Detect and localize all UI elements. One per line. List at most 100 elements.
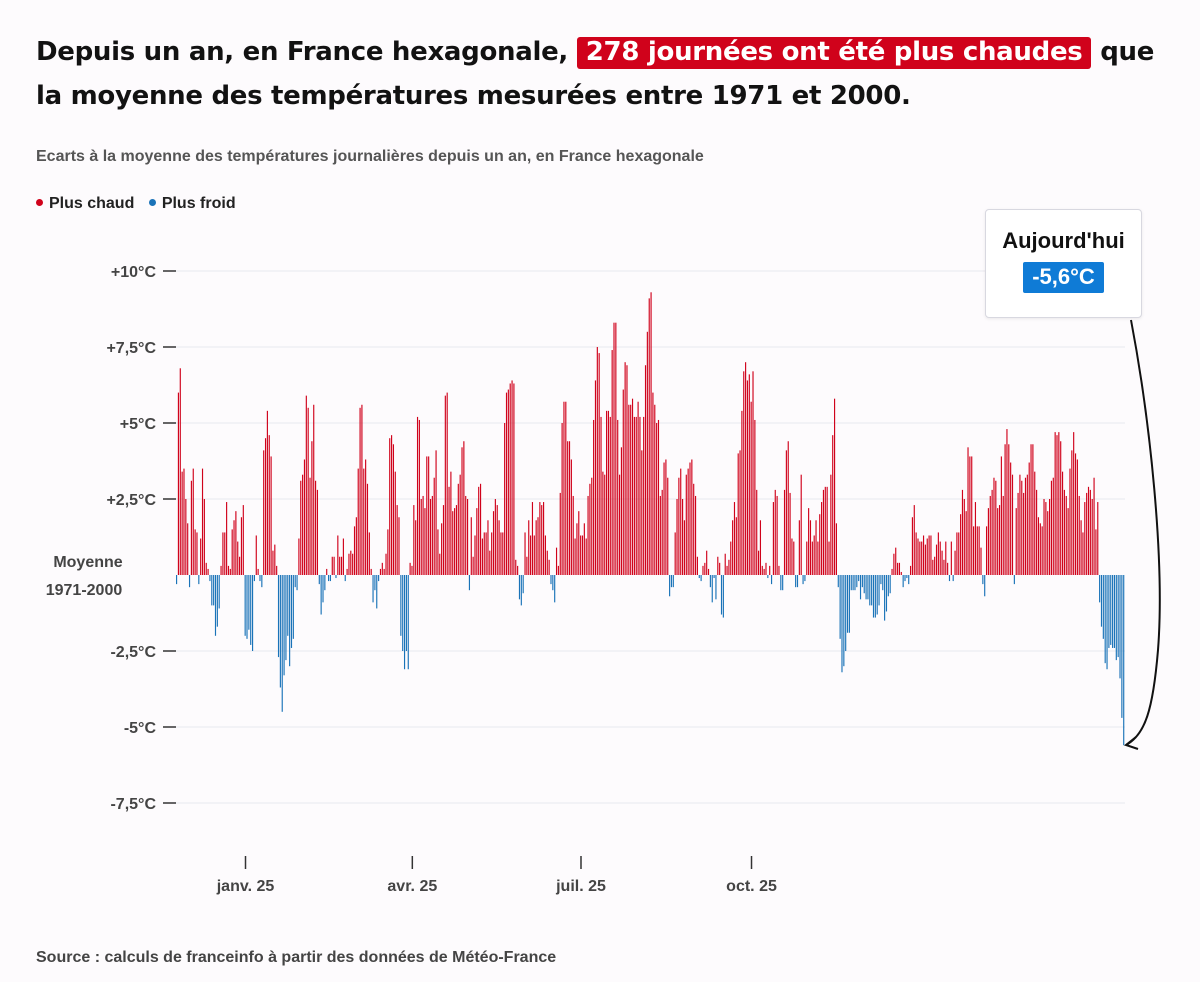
bar [389,438,391,575]
bar [196,532,198,575]
baseline-label: Moyenne 1971-2000 [46,554,123,599]
bar [750,401,752,575]
bar [346,568,348,575]
bar [960,514,962,575]
bar [237,541,239,575]
bar [1032,444,1034,575]
bar [822,489,825,575]
bar [674,532,676,575]
bar [391,435,393,575]
bar [939,541,941,575]
bar [600,416,602,575]
bar [802,575,804,585]
bar [874,575,876,618]
bar [631,398,634,575]
bar [761,565,763,575]
bar [691,459,693,575]
bar [309,477,311,575]
bar [541,505,543,575]
bar [289,575,291,667]
bar [683,520,686,575]
bar [448,486,450,575]
bar [263,450,265,575]
bar [769,565,771,575]
bar [824,486,826,575]
bar [322,575,324,603]
chart-subtitle: Ecarts à la moyenne des températures jou… [36,148,704,165]
bar [1023,492,1025,575]
bar [796,575,799,588]
bar [745,362,747,575]
bar [361,404,363,575]
bar [487,520,489,575]
bar [735,517,737,575]
bar [533,535,535,575]
bar [872,575,875,618]
bar [808,508,810,575]
bar [724,553,726,575]
bar [233,520,235,575]
bar [348,553,350,575]
bar [852,575,854,591]
bar [342,538,344,575]
bar [320,575,322,615]
bar [620,447,622,575]
bar [652,392,654,575]
bar [646,331,648,575]
bar [596,347,598,575]
bar [709,575,711,588]
bar [618,474,621,575]
bar [633,416,635,575]
bar [366,483,369,575]
bar [181,471,183,575]
bar [1082,532,1084,575]
bar [774,489,776,575]
y-tick-label: +5°C [120,416,157,433]
bar [850,575,852,591]
bar [770,575,773,585]
bar [463,441,465,575]
bar [259,575,261,582]
bar [730,541,732,575]
bar [809,520,812,575]
bar [661,489,663,575]
bar [1039,523,1041,575]
bar [581,535,584,575]
bar [657,419,660,575]
bar [226,502,228,575]
bar [409,562,411,575]
bar [498,520,500,575]
bar [303,459,306,575]
bar [846,575,849,633]
headline-after: que la moyenne des températures mesurées… [36,37,1155,111]
bar [891,568,893,575]
bar [350,550,352,575]
bar [294,575,296,588]
bar [400,575,402,636]
bar [839,575,841,639]
bar [998,505,1001,575]
bar [993,477,995,575]
bar [767,575,769,579]
bar [1097,502,1099,575]
bar [1078,495,1080,575]
bar [650,292,652,575]
bar [624,362,626,575]
bar [956,532,958,575]
bar [185,499,187,575]
bar [1063,489,1065,575]
bar [902,575,904,588]
bar [1021,480,1023,575]
bar [402,575,404,651]
bar [372,575,374,603]
bar [203,499,205,575]
bar [1095,529,1097,575]
bar [454,508,456,575]
bar [494,499,496,575]
y-tick-label: -2,5°C [110,644,156,661]
bar [264,438,267,575]
bar [878,575,880,606]
bar [315,480,317,575]
bar [785,450,787,575]
bar [296,575,298,591]
